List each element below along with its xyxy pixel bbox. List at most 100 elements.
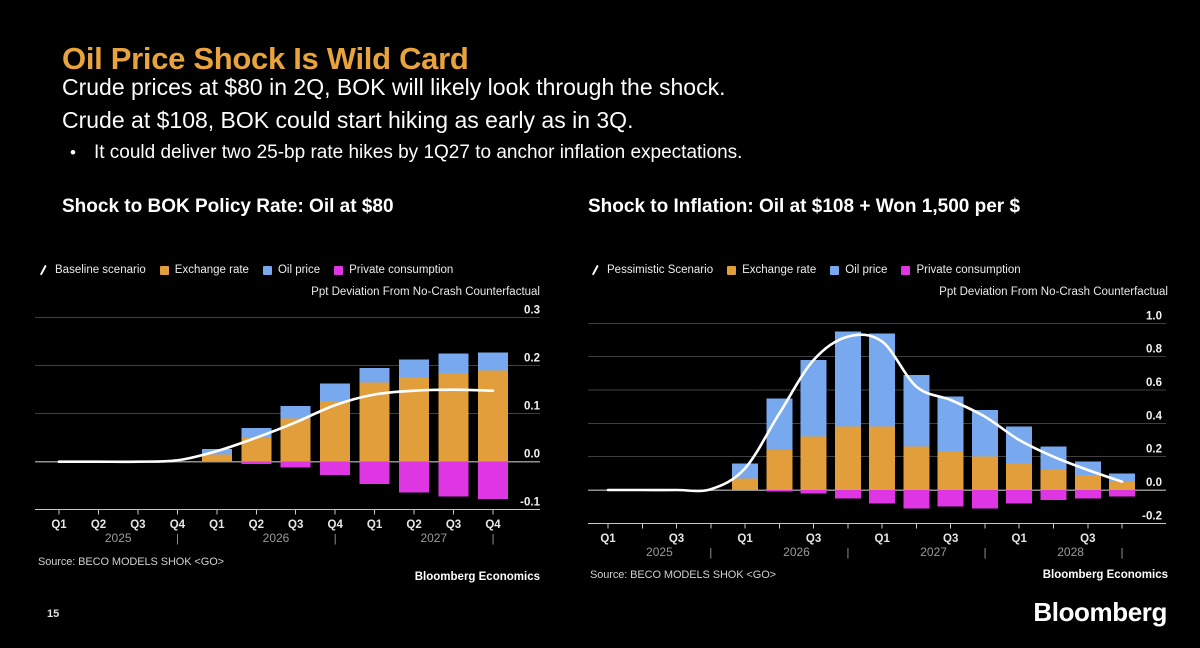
line-swatch-icon [591, 264, 600, 276]
page-title: Oil Price Shock Is Wild Card [62, 40, 469, 76]
year-separator: | [984, 547, 987, 559]
x-tick-label: Q3 [1080, 533, 1095, 545]
legend-item-exchange-rate: Exchange rate [727, 264, 816, 276]
square-swatch-icon [159, 265, 169, 275]
x-tick-label: Q1 [1012, 533, 1028, 545]
x-tick-label: Q3 [806, 533, 821, 545]
bar-segment [320, 401, 351, 462]
bar-segment [834, 331, 861, 427]
x-tick-label: Q2 [406, 519, 421, 531]
bar-segment [1109, 473, 1136, 482]
scenario-line [57, 388, 495, 464]
bar-segment [937, 451, 964, 490]
year-separator: | [1121, 547, 1124, 559]
bloomberg-economics-credit-left: Bloomberg Economics [414, 571, 540, 583]
year-separator: | [334, 533, 337, 545]
bar-segment [869, 426, 896, 490]
page-number: 15 [47, 608, 60, 620]
bar-segment [972, 490, 998, 509]
source-note-right: Source: BECO MODELS SHOK <GO> [590, 569, 776, 581]
chart-title-left: Shock to BOK Policy Rate: Oil at $80 [62, 196, 394, 217]
y-tick-label: 0.0 [1146, 477, 1162, 489]
y-tick-label: 0.1 [524, 401, 540, 413]
legend-item-oil-price: Oil price [830, 264, 887, 276]
bar-segment [1074, 475, 1101, 490]
x-tick-label: Q3 [446, 519, 461, 531]
legend-item-baseline-scenario: Baseline scenario [38, 264, 146, 276]
x-tick-label: Q3 [669, 533, 684, 545]
scenario-line [606, 333, 1124, 493]
bar-segment [834, 426, 861, 490]
subtitle-line-1: Crude prices at $80 in 2Q, BOK will like… [62, 74, 726, 100]
y-tick-label: 0.8 [1146, 344, 1163, 356]
legend-label: Oil price [277, 264, 321, 276]
chart-title-right: Shock to Inflation: Oil at $108 + Won 1,… [588, 196, 1021, 217]
year-separator: | [176, 533, 179, 545]
y-axis-label-right: Ppt Deviation From No-Crash Counterfactu… [939, 286, 1168, 298]
bullet-icon: • [70, 143, 76, 162]
bar-segment [1040, 446, 1067, 470]
bar-segment [478, 370, 508, 462]
bar-segment [834, 490, 861, 499]
bar-segment [869, 333, 896, 427]
bullet-text: It could deliver two 25-bp rate hikes by… [93, 142, 743, 163]
bar-segment [280, 418, 311, 462]
year-label: 2025 [105, 531, 132, 545]
legend-label: Oil price [845, 264, 888, 276]
x-tick-label: Q1 [875, 533, 891, 545]
x-tick-label: Q4 [170, 519, 186, 531]
year-label: 2027 [920, 545, 947, 559]
x-tick-label: Q4 [485, 519, 501, 531]
bar-segment [903, 446, 930, 490]
legend-label: Exchange rate [742, 264, 817, 276]
legend-item-private-consumption: Private consumption [334, 264, 453, 276]
bar-segment [478, 352, 508, 371]
bloomberg-logo: Bloomberg [1033, 597, 1167, 627]
year-separator: | [492, 533, 495, 545]
bar-segment [1006, 463, 1033, 490]
x-tick-label: Q2 [249, 519, 264, 531]
x-tick-label: Q3 [943, 533, 958, 545]
bar-segment [937, 396, 964, 452]
bar-segment [399, 359, 430, 378]
bar-segment [280, 461, 311, 468]
source-note-left: Source: BECO MODELS SHOK <GO> [38, 556, 224, 568]
legend-label: Pessimistic Scenario [607, 264, 714, 276]
bar-segment [320, 461, 351, 476]
legend-label: Private consumption [916, 264, 1021, 276]
year-label: 2028 [1057, 545, 1084, 559]
legend-label: Exchange rate [174, 264, 249, 276]
bar-segment [732, 478, 759, 490]
bloomberg-economics-credit-right: Bloomberg Economics [1042, 569, 1168, 581]
inflation-chart-canvas: 1.00.80.60.40.20.0-0.2Q1 Q3 Q1 Q3 Q1 Q3 Q1 Q320… [588, 310, 1166, 559]
bar-segment [766, 398, 793, 450]
bar-segment [972, 456, 998, 490]
y-tick-label: 0.3 [524, 305, 540, 317]
square-swatch-icon [830, 265, 840, 275]
legend-label: Private consumption [349, 264, 454, 276]
x-tick-label: Q3 [288, 519, 303, 531]
bar-segment [359, 461, 390, 484]
square-swatch-icon [727, 265, 737, 275]
line-swatch-icon [39, 264, 48, 276]
bar-segment [800, 436, 827, 490]
bar-segment [1040, 470, 1067, 490]
legend-label: Baseline scenario [55, 264, 146, 276]
x-tick-label: Q1 [737, 533, 753, 545]
square-swatch-icon [262, 265, 272, 275]
year-separator: | [846, 547, 849, 559]
y-tick-label: 1.0 [1146, 310, 1162, 322]
bar-segment [1006, 490, 1033, 504]
year-label: 2027 [420, 531, 447, 545]
x-tick-label: Q3 [130, 519, 145, 531]
legend-item-exchange-rate: Exchange rate [159, 264, 249, 276]
legend-item-pessimistic-scenario: Pessimistic Scenario [590, 264, 713, 276]
bar-segment [438, 461, 469, 497]
bar-segment [869, 490, 896, 504]
bar-segment [280, 406, 311, 419]
bar-segment [1074, 490, 1101, 499]
bar-segment [1040, 490, 1067, 500]
bar-segment [1109, 481, 1136, 490]
bar-segment [201, 454, 232, 462]
